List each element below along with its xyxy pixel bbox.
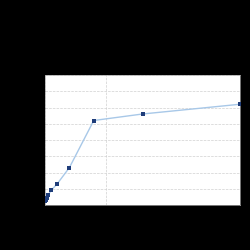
- Y-axis label: OD: OD: [22, 135, 28, 145]
- X-axis label: Mouse DGUOK
Concentration (pg/ml): Mouse DGUOK Concentration (pg/ml): [108, 218, 177, 230]
- Point: [46, 193, 50, 197]
- Point: [43, 199, 47, 203]
- Point: [68, 166, 71, 170]
- Point: [44, 196, 48, 200]
- Point: [140, 112, 144, 116]
- Point: [92, 118, 96, 122]
- Point: [44, 198, 48, 202]
- Point: [55, 182, 59, 186]
- Point: [238, 102, 242, 106]
- Point: [49, 188, 53, 192]
